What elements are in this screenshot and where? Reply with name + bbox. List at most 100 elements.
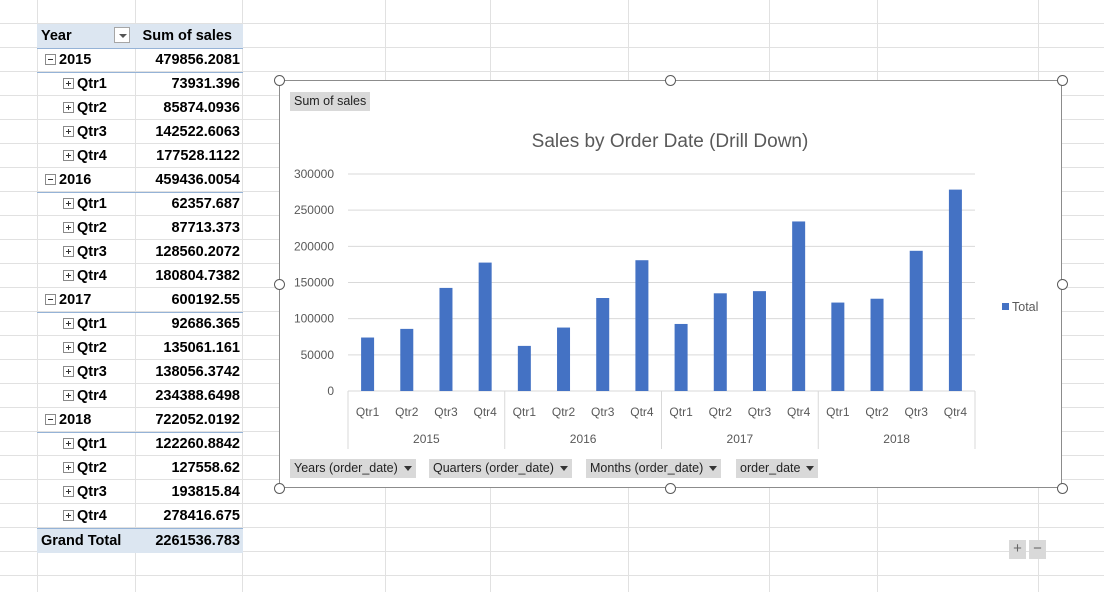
quarter-label: Qtr4: [77, 508, 107, 524]
pivot-quarter-row: Qtr2 135061.161: [37, 336, 243, 360]
quarter-value: 138056.3742: [155, 364, 240, 380]
grid-column-line: [135, 0, 136, 592]
resize-handle[interactable]: [273, 278, 285, 290]
resize-handle[interactable]: [664, 482, 676, 494]
x-tick-label: Qtr4: [630, 405, 654, 419]
bar: [596, 298, 610, 391]
grid-row-line: [0, 23, 1104, 24]
resize-handle[interactable]: [1056, 74, 1068, 86]
row-labels-filter-button[interactable]: [114, 27, 130, 43]
expand-toggle-icon[interactable]: [63, 318, 74, 329]
grid-row-line: [0, 575, 1104, 576]
dropdown-arrow-icon: [709, 466, 718, 472]
resize-handle[interactable]: [273, 482, 285, 494]
expand-toggle-icon[interactable]: [63, 510, 74, 521]
bar: [557, 327, 571, 391]
pivot-quarter-row: Qtr2 87713.373: [37, 216, 243, 240]
pivot-quarter-row: Qtr2 127558.62: [37, 456, 243, 480]
expand-button[interactable]: +: [1009, 540, 1026, 559]
resize-handle[interactable]: [273, 74, 285, 86]
x-tick-label: Qtr2: [552, 405, 576, 419]
quarter-label: Qtr2: [77, 220, 107, 236]
expand-toggle-icon[interactable]: [63, 78, 74, 89]
bar: [870, 298, 884, 391]
pivot-quarter-row: Qtr1 92686.365: [37, 312, 243, 336]
expand-toggle-icon[interactable]: [63, 342, 74, 353]
quarter-label: Qtr3: [77, 484, 107, 500]
resize-handle[interactable]: [1056, 482, 1068, 494]
expand-toggle-icon[interactable]: [63, 270, 74, 281]
year-total-value: 722052.0192: [155, 412, 240, 428]
quarter-value: 234388.6498: [155, 388, 240, 404]
chart-plot: Sales by Order Date (Drill Down) 0 50000 10…: [294, 131, 1038, 449]
x-tick-label: Qtr1: [826, 405, 850, 419]
quarter-value: 128560.2072: [155, 244, 240, 260]
dropdown-arrow-icon: [806, 466, 815, 472]
expand-toggle-icon[interactable]: [63, 222, 74, 233]
year-total-value: 600192.55: [171, 292, 240, 308]
bar: [792, 221, 806, 391]
year-total-value: 459436.0054: [155, 172, 240, 188]
pivot-header-value: Sum of sales: [142, 28, 232, 44]
pivot-header-row: Year Sum of sales: [37, 24, 243, 49]
x-tick-label: Qtr3: [591, 405, 615, 419]
collapse-toggle-icon[interactable]: [45, 414, 56, 425]
x-tick-label: Qtr2: [395, 405, 419, 419]
pivot-quarter-row: Qtr4 177528.1122: [37, 144, 243, 168]
quarter-value: 73931.396: [171, 76, 240, 92]
x-tick-label: Qtr3: [434, 405, 458, 419]
expand-toggle-icon[interactable]: [63, 246, 74, 257]
pivot-chart[interactable]: Sum of sales Sales by Order Date (Drill …: [279, 80, 1062, 559]
axis-field-button[interactable]: Quarters (order_date): [429, 459, 572, 478]
resize-handle[interactable]: [1056, 278, 1068, 290]
expand-toggle-icon[interactable]: [63, 126, 74, 137]
quarter-value: 142522.6063: [155, 124, 240, 140]
collapse-toggle-icon[interactable]: [45, 174, 56, 185]
value-field-button[interactable]: Sum of sales: [290, 92, 371, 111]
expand-toggle-icon[interactable]: [63, 198, 74, 209]
dropdown-arrow-icon: [559, 466, 568, 472]
grand-total-row: Grand Total 2261536.783: [37, 528, 243, 553]
pivot-quarter-row: Qtr3 138056.3742: [37, 360, 243, 384]
axis-field-button[interactable]: Years (order_date): [290, 459, 416, 478]
expand-toggle-icon[interactable]: [63, 486, 74, 497]
year-total-value: 479856.2081: [155, 52, 240, 68]
collapse-button[interactable]: −: [1029, 540, 1046, 559]
quarter-label: Qtr1: [77, 436, 107, 452]
pivot-quarter-row: Qtr4 234388.6498: [37, 384, 243, 408]
collapse-toggle-icon[interactable]: [45, 294, 56, 305]
x-tick-label: Qtr4: [473, 405, 497, 419]
expand-toggle-icon[interactable]: [63, 102, 74, 113]
axis-field-button[interactable]: order_date: [736, 459, 819, 478]
quarter-value: 85874.0936: [163, 100, 240, 116]
grid-column-line: [242, 0, 243, 592]
legend-swatch: [1002, 303, 1009, 310]
y-tick-label: 300000: [294, 167, 334, 181]
pivot-quarter-row: Qtr3 193815.84: [37, 480, 243, 504]
x-tick-label: Qtr3: [905, 405, 929, 419]
pivot-quarter-row: Qtr1 122260.8842: [37, 432, 243, 456]
collapse-toggle-icon[interactable]: [45, 54, 56, 65]
y-tick-label: 50000: [301, 348, 335, 362]
y-tick-label: 100000: [294, 312, 334, 326]
year-label: 2015: [59, 52, 92, 68]
pivot-header-label: Year: [41, 28, 72, 44]
axis-field-button[interactable]: Months (order_date): [586, 459, 722, 478]
expand-toggle-icon[interactable]: [63, 438, 74, 449]
expand-toggle-icon[interactable]: [63, 150, 74, 161]
expand-toggle-icon[interactable]: [63, 366, 74, 377]
x-tick-label: Qtr4: [944, 405, 968, 419]
quarter-value: 122260.8842: [155, 436, 240, 452]
resize-handle[interactable]: [664, 74, 676, 86]
expand-toggle-icon[interactable]: [63, 462, 74, 473]
bar: [439, 287, 453, 391]
axis-field-button-label: order_date: [740, 461, 801, 475]
x-tick-label: Qtr2: [709, 405, 733, 419]
grid-column-line: [37, 0, 38, 592]
bar: [478, 262, 492, 391]
bar: [400, 328, 414, 391]
quarter-label: Qtr4: [77, 148, 107, 164]
quarter-value: 278416.675: [163, 508, 240, 524]
expand-toggle-icon[interactable]: [63, 390, 74, 401]
bar: [517, 345, 531, 391]
